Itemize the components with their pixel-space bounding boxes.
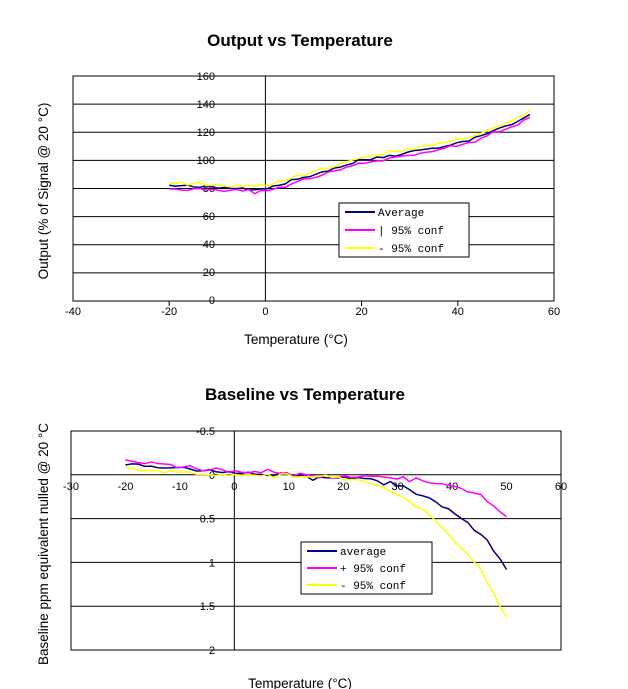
svg-text:60: 60 [203, 211, 215, 223]
svg-text:-10: -10 [172, 481, 188, 493]
svg-text:-20: -20 [161, 306, 177, 318]
svg-text:60: 60 [555, 481, 567, 493]
svg-text:-0.5: -0.5 [196, 426, 215, 438]
svg-text:1: 1 [209, 557, 215, 569]
svg-text:20: 20 [203, 267, 215, 279]
svg-text:1.5: 1.5 [200, 601, 215, 613]
svg-text:-20: -20 [117, 481, 133, 493]
svg-text:- 95% conf: - 95% conf [378, 244, 444, 256]
svg-text:Baseline vs Temperature: Baseline vs Temperature [205, 385, 405, 404]
svg-text:10: 10 [283, 481, 295, 493]
svg-text:- 95% conf: - 95% conf [340, 581, 406, 593]
svg-text:Output (% of Signal @ 20 °C): Output (% of Signal @ 20 °C) [36, 103, 51, 280]
svg-text:140: 140 [197, 99, 215, 111]
svg-text:average: average [340, 547, 386, 559]
svg-text:| 95% conf: | 95% conf [378, 226, 444, 238]
svg-text:0: 0 [209, 295, 215, 307]
svg-text:0: 0 [262, 306, 268, 318]
svg-text:Temperature (°C): Temperature (°C) [244, 332, 348, 347]
svg-text:0: 0 [231, 481, 237, 493]
svg-text:50: 50 [500, 481, 512, 493]
svg-text:-40: -40 [65, 306, 81, 318]
svg-text:-30: -30 [63, 481, 79, 493]
svg-text:160: 160 [197, 71, 215, 83]
svg-text:Average: Average [378, 208, 424, 220]
svg-text:60: 60 [548, 306, 560, 318]
svg-text:120: 120 [197, 127, 215, 139]
svg-text:100: 100 [197, 155, 215, 167]
svg-text:Baseline ppm equivalent nulled: Baseline ppm equivalent nulled @ 20 °C [36, 423, 51, 665]
svg-text:Temperature (°C): Temperature (°C) [248, 676, 352, 689]
svg-text:2: 2 [209, 645, 215, 657]
svg-text:20: 20 [355, 306, 367, 318]
svg-text:20: 20 [337, 481, 349, 493]
svg-text:+ 95% conf: + 95% conf [340, 564, 406, 576]
svg-text:0.5: 0.5 [200, 514, 215, 526]
svg-text:Output vs Temperature: Output vs Temperature [207, 31, 393, 50]
svg-text:40: 40 [203, 239, 215, 251]
svg-text:40: 40 [452, 306, 464, 318]
